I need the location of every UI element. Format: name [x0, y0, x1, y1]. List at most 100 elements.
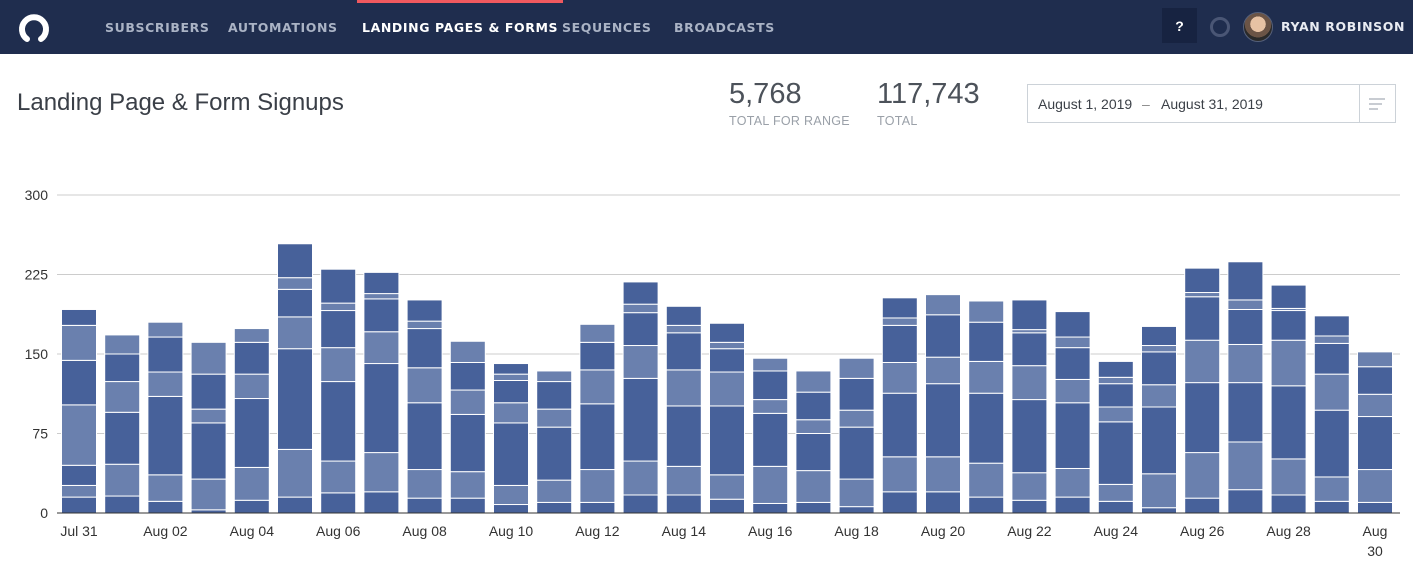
bar-segment: [881, 317, 918, 326]
bar-segment: [1054, 347, 1091, 380]
tab-broadcasts[interactable]: BROADCASTS: [674, 20, 775, 35]
bar-segment: [622, 303, 659, 314]
bar-segment: [709, 371, 745, 407]
bar-segment: [363, 331, 400, 365]
bar-segment: [709, 348, 745, 373]
bar-segment: [406, 367, 443, 404]
x-tick-label: Aug 16: [748, 523, 793, 539]
bar-segment: [1054, 311, 1091, 338]
bar-segment: [1227, 489, 1264, 514]
bar-segment: [1054, 378, 1091, 404]
bar-segment: [1141, 473, 1177, 509]
bar-segment: [925, 491, 961, 514]
bar-segment: [795, 419, 832, 435]
bar-segment: [536, 381, 573, 410]
bar-segment: [1141, 325, 1177, 347]
end-date[interactable]: August 31, 2019: [1161, 96, 1263, 112]
bar-segment: [1357, 351, 1393, 368]
bar-segment: [579, 501, 616, 514]
bar-segment: [1270, 494, 1307, 514]
bar-segment: [1313, 373, 1350, 411]
bar-segment: [1227, 299, 1264, 310]
x-tick-label: Jul 31: [60, 523, 98, 539]
bar-segment: [61, 404, 97, 466]
stat-total-for-range: 5,768 TOTAL FOR RANGE: [729, 78, 850, 128]
bar-segment: [709, 405, 745, 476]
x-tick-label: Aug 12: [575, 523, 620, 539]
bar-segment: [925, 456, 961, 493]
bar-segment: [838, 478, 875, 508]
help-button[interactable]: ?: [1162, 8, 1197, 43]
x-tick-label: Aug 02: [143, 523, 188, 539]
y-tick-label: 75: [32, 426, 48, 442]
date-range-picker[interactable]: August 1, 2019 – August 31, 2019: [1027, 84, 1396, 123]
bar-segment: [1270, 310, 1307, 341]
bar-segment: [233, 341, 270, 375]
bar-segment: [1141, 384, 1177, 408]
bar-segment: [104, 411, 141, 465]
avatar[interactable]: [1243, 12, 1273, 42]
x-tick-label: Aug 08: [402, 523, 447, 539]
bar-segment: [233, 466, 270, 501]
bar-segment: [1270, 284, 1307, 309]
bar-segment: [1313, 315, 1350, 337]
bar-segment: [406, 469, 443, 499]
bar-segment: [881, 456, 918, 493]
tab-automations[interactable]: AUTOMATIONS: [228, 20, 338, 35]
bar-segment: [363, 452, 400, 493]
bar-segment: [1313, 500, 1350, 514]
bar-segment: [968, 462, 1005, 498]
stat-label: TOTAL FOR RANGE: [729, 114, 850, 128]
bar-segment: [1011, 399, 1048, 474]
bar-segment: [1227, 308, 1264, 345]
y-tick-label: 150: [25, 346, 49, 362]
bar-segment: [579, 341, 616, 371]
bar-segment: [622, 494, 659, 514]
bar-segment: [406, 402, 443, 471]
convertkit-logo[interactable]: [17, 11, 51, 45]
bar-segment: [838, 506, 875, 514]
tab-subscribers[interactable]: SUBSCRIBERS: [105, 20, 210, 35]
bar-segment: [1097, 406, 1134, 423]
bar-segment: [1227, 343, 1264, 384]
start-date[interactable]: August 1, 2019: [1038, 96, 1133, 112]
bar-segment: [320, 302, 357, 312]
bar-segment: [1097, 483, 1134, 502]
bar-segment: [233, 328, 270, 343]
bar-segment: [104, 381, 141, 413]
bar-segment: [795, 470, 832, 503]
bar-segment: [363, 293, 400, 300]
bar-segment: [277, 448, 313, 498]
bar-segment: [665, 324, 702, 334]
bar-segment: [277, 316, 313, 350]
tab-landing-pages-forms[interactable]: LANDING PAGES & FORMS: [356, 0, 564, 54]
bar-segment: [622, 281, 659, 305]
bar-segment: [838, 357, 875, 379]
bar-segment: [147, 395, 184, 476]
user-menu[interactable]: RYAN ROBINSON: [1281, 19, 1406, 34]
y-tick-label: 225: [25, 267, 49, 283]
top-nav: SUBSCRIBERS AUTOMATIONS LANDING PAGES & …: [0, 0, 1413, 54]
bar-segment: [709, 474, 745, 500]
menu-lines-icon[interactable]: [1359, 85, 1395, 122]
stat-value: 5,768: [729, 78, 802, 110]
bar-segment: [838, 377, 875, 411]
bar-segment: [406, 320, 443, 330]
bar-segment: [665, 332, 702, 371]
bar-segment: [925, 294, 961, 316]
bar-segment: [147, 321, 184, 338]
bar-segment: [449, 389, 486, 415]
date-separator: –: [1142, 96, 1150, 112]
status-ring-icon[interactable]: [1210, 17, 1230, 37]
bar-segment: [1270, 339, 1307, 387]
bar-segment: [579, 469, 616, 503]
tab-sequences[interactable]: SEQUENCES: [562, 20, 652, 35]
bar-segment: [665, 369, 702, 407]
bar-segment: [147, 371, 184, 397]
bar-segment: [1270, 385, 1307, 460]
bar-segment: [104, 334, 141, 355]
bar-segment: [320, 492, 357, 514]
bar-segment: [1097, 376, 1134, 385]
bar-segment: [881, 392, 918, 458]
bar-segment: [752, 502, 789, 514]
